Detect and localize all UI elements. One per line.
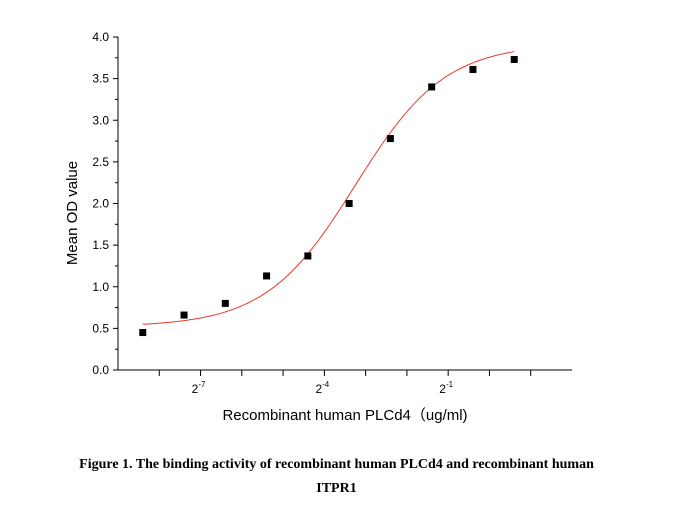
figure-caption-line1: Figure 1. The binding activity of recomb… — [79, 457, 594, 472]
x-axis-title: Recombinant human PLCd4（ug/ml) — [222, 407, 467, 424]
data-point — [345, 200, 353, 207]
data-point — [139, 329, 147, 337]
y-tick-label: 1.5 — [92, 238, 109, 252]
data-points — [139, 55, 518, 337]
x-tick-label: 2-1 — [439, 380, 453, 396]
data-point — [304, 252, 312, 260]
axes: 0.0 0.5 1.0 1.5 2.0 2.5 3.0 3.5 4.0 2-7 2-4 2-1 — [92, 30, 572, 396]
data-point — [469, 65, 477, 73]
y-tick-label: 2.5 — [92, 155, 109, 169]
data-point — [263, 272, 271, 280]
data-point — [386, 135, 394, 143]
y-tick-label: 1.0 — [92, 280, 109, 294]
y-tick-label: 0.0 — [92, 363, 109, 377]
data-point — [180, 311, 188, 319]
y-tick-label: 4.0 — [92, 30, 109, 44]
y-tick-label: 2.0 — [92, 197, 109, 211]
x-tick-label: 2-7 — [192, 380, 206, 396]
y-tick-label: 3.5 — [92, 72, 109, 86]
chart: 0.0 0.5 1.0 1.5 2.0 2.5 3.0 3.5 4.0 2-7 2-4 2-1 Rec… — [64, 30, 572, 424]
y-tick-label: 0.5 — [92, 321, 109, 335]
data-point — [428, 83, 436, 91]
data-point — [221, 299, 229, 307]
y-tick-label: 3.0 — [92, 113, 109, 127]
y-axis-title: Mean OD value — [64, 161, 81, 265]
x-tick-label: 2-4 — [315, 380, 329, 396]
fit-curve — [142, 51, 515, 325]
data-point — [510, 55, 518, 63]
figure-caption-line2: ITPR1 — [316, 481, 357, 496]
